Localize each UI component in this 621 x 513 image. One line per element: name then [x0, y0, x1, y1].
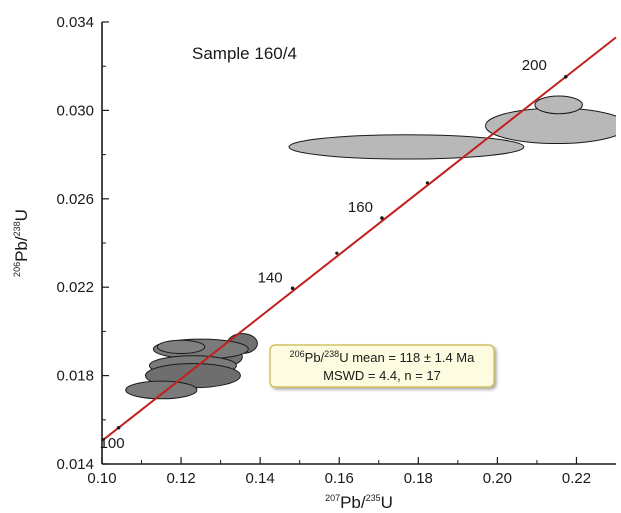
sample-label: Sample 160/4: [192, 44, 297, 63]
x-tick-label: 0.14: [246, 470, 275, 487]
y-tick-label: 0.034: [56, 14, 94, 31]
x-axis-title: 207Pb/235U: [325, 493, 393, 512]
concordia-minor-marker: [335, 251, 339, 255]
stats-mean-line: 206Pb/238U mean = 118 ± 1.4 Ma: [290, 349, 476, 365]
y-tick-label: 0.022: [56, 279, 94, 296]
stats-mswd-line: MSWD = 4.4, n = 17: [323, 368, 441, 383]
axis-ticks: 0.10 0.12 0.14 0.16 0.18 0.20 0.22 0.014 0.018 0.…: [56, 14, 591, 487]
data-ellipses: [125, 95, 616, 400]
y-tick-label: 0.014: [56, 456, 94, 473]
uncertainty-ellipse: [156, 339, 206, 354]
x-tick-label: 0.10: [87, 470, 116, 487]
concordia-age-marker: [380, 216, 384, 220]
x-tick-label: 0.22: [562, 470, 591, 487]
concordia-age-label: 160: [348, 199, 373, 216]
concordia-age-label: 100: [100, 435, 125, 452]
stats-box: 206Pb/238U mean = 118 ± 1.4 Ma MSWD = 4.…: [269, 344, 495, 388]
concordia-minor-marker: [425, 181, 430, 185]
x-tick-label: 0.20: [483, 470, 512, 487]
concordia-curve: 100 140 160 200: [100, 36, 617, 452]
concordia-age-marker: [563, 75, 568, 79]
concordia-line: [101, 36, 617, 442]
y-tick-label: 0.018: [56, 368, 94, 385]
concordia-age-marker: [116, 425, 121, 430]
concordia-age-marker: [290, 286, 295, 291]
concordia-age-label: 140: [258, 269, 283, 286]
y-tick-label: 0.026: [56, 191, 94, 208]
x-tick-label: 0.16: [325, 470, 354, 487]
stats-box-background: [269, 344, 495, 388]
y-tick-label: 0.030: [56, 102, 94, 119]
concordia-age-label: 200: [522, 57, 547, 74]
uncertainty-ellipse: [288, 134, 525, 160]
y-axis-title: 206Pb/238U: [12, 209, 31, 277]
uncertainty-ellipse: [534, 95, 583, 115]
x-tick-label: 0.12: [166, 470, 195, 487]
uncertainty-ellipse: [125, 380, 198, 400]
x-tick-label: 0.18: [404, 470, 433, 487]
